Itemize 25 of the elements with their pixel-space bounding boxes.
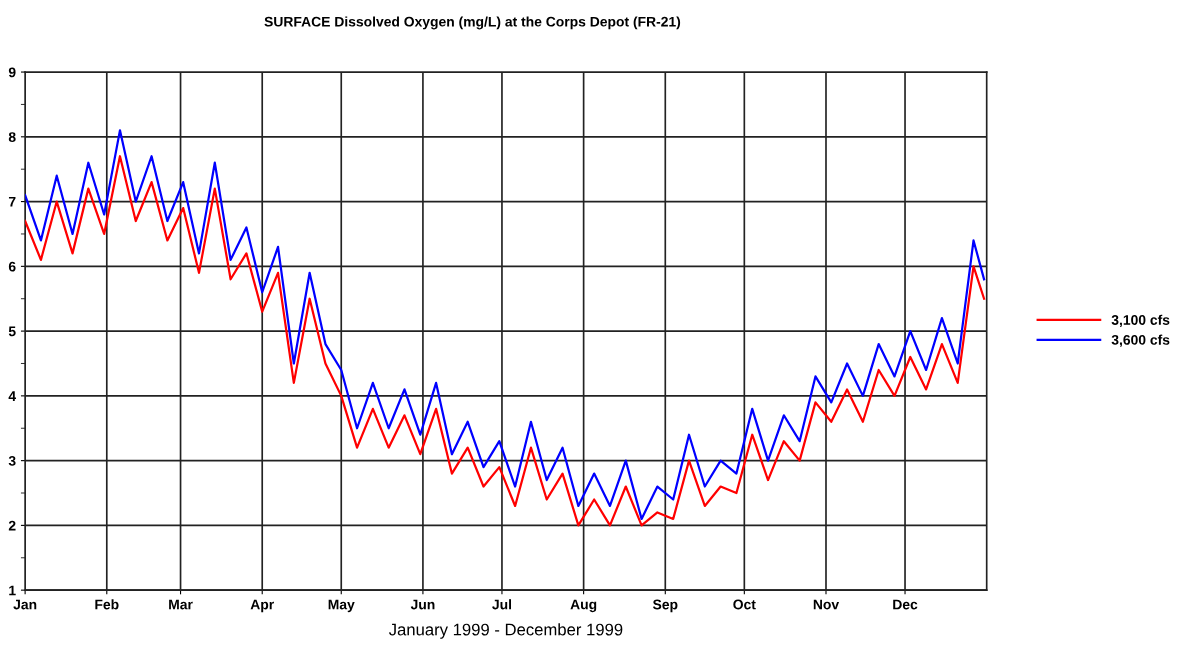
chart-title: SURFACE Dissolved Oxygen (mg/L) at the Corps Depot (FR-21) — [264, 16, 681, 30]
y-tick-label: 1 — [9, 585, 16, 596]
x-tick-label: Aug — [570, 599, 597, 613]
x-tick-label: Mar — [169, 599, 193, 610]
y-tick-label: 9 — [8, 67, 16, 78]
y-tick-label: 5 — [8, 326, 16, 337]
x-axis-title: January 1999 - December 1999 — [388, 623, 623, 639]
x-tick-label: Apr — [250, 599, 274, 613]
x-tick-label: Sep — [652, 599, 678, 613]
legend-label: 3,600 cfs — [1111, 334, 1170, 347]
x-tick-label: Dec — [893, 599, 918, 610]
y-tick-label: 8 — [8, 132, 16, 142]
x-tick-label: Feb — [95, 599, 119, 610]
y-tick-label: 7 — [8, 197, 16, 207]
legend-label: 3,100 cfs — [1111, 314, 1170, 327]
x-tick-label: Oct — [733, 599, 756, 610]
x-tick-label: Jun — [410, 599, 435, 610]
y-tick-label: 3 — [8, 455, 16, 466]
y-tick-label: 2 — [8, 520, 16, 531]
y-tick-label: 6 — [8, 261, 16, 272]
x-tick-label: Nov — [813, 599, 840, 610]
x-tick-label: Jul — [492, 599, 512, 610]
y-tick-label: 4 — [8, 391, 17, 401]
x-tick-label: May — [328, 599, 355, 613]
x-tick-label: Jan — [13, 599, 37, 610]
